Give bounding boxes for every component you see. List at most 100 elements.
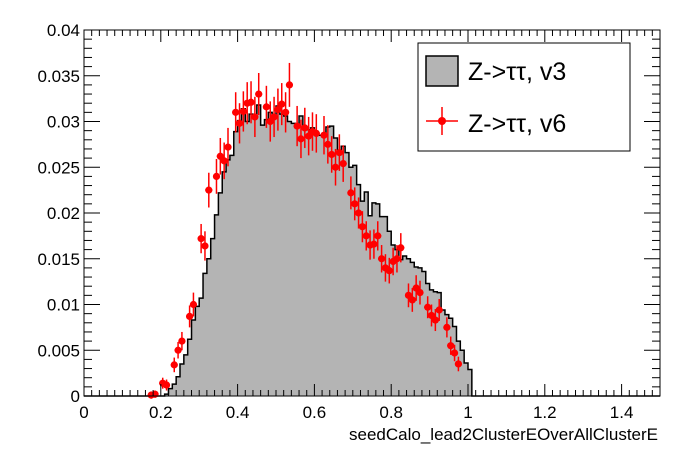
histogram-bar [314,131,319,396]
y-tick-label: 0.02 [47,204,80,223]
data-point [270,113,278,121]
histogram-bar [272,117,277,396]
data-point [447,342,455,350]
histogram-bar [164,394,169,396]
data-point [247,98,255,106]
y-tick-label: 0.015 [37,250,80,269]
y-tick-label: 0 [71,387,80,406]
histogram-bar [425,283,430,396]
x-tick-label: 0.4 [226,403,250,422]
histogram-bar [233,131,238,396]
data-point [351,200,359,208]
histogram-bar [387,231,392,396]
data-point [205,186,213,194]
data-point [362,232,370,240]
data-point [347,189,355,197]
histogram-bar [291,123,296,396]
x-tick-label: 0.8 [379,403,403,422]
histogram-bar [448,318,454,396]
data-point [339,159,347,168]
histogram-bar [180,363,185,396]
data-point [297,135,305,143]
histogram-bar [322,136,327,396]
y-tick-label: 0.04 [47,21,80,40]
histogram-bar [345,152,350,396]
x-tick-label: 0.2 [149,403,173,422]
data-point [435,306,443,314]
data-point [212,172,221,180]
data-point [151,390,159,398]
data-point [374,232,382,240]
data-point [358,223,366,231]
histogram-bar [421,271,427,396]
histogram-bar [222,171,227,396]
histogram-bar [218,192,223,396]
histogram-bar [329,126,334,396]
histogram-bar [295,125,300,396]
data-point [197,235,205,243]
histogram-bar [287,121,292,396]
data-point [354,209,363,217]
x-axis-title: seedCalo_lead2ClusterEOverAllClusterE [349,425,658,444]
histogram-bar [379,216,384,396]
histogram-bar [283,116,288,396]
histogram-bar [226,159,231,396]
x-tick-label: 0.6 [303,403,327,422]
histogram-bar [206,258,212,396]
data-point [397,244,405,252]
histogram-bar [279,114,285,397]
histogram-bar [252,118,258,396]
data-point [416,289,424,297]
histogram-bar [195,306,200,396]
data-point [262,103,270,111]
data-point [178,337,186,345]
histogram-bar [364,191,369,396]
data-point [378,255,386,263]
data-point [186,312,194,320]
data-point [301,124,309,132]
data-point [174,346,182,354]
histogram-bar [375,203,381,396]
data-point [393,255,401,263]
x-tick-label: 1 [463,403,472,422]
data-point [239,107,247,116]
y-axis: 0 0.005 0.01 0.015 0.02 0.025 0.03 0.035 0.04 [37,21,660,406]
data-point [232,108,240,116]
histogram-bar [406,258,411,396]
histogram-bar [372,202,377,396]
histogram-bar [341,146,346,396]
data-point [408,296,416,304]
histogram-bar [325,126,331,397]
histogram-bar [241,108,246,396]
histogram-bar [214,214,219,396]
legend-label-v6: Z->ττ, v6 [468,110,566,138]
data-point [324,140,332,148]
data-point [285,81,294,89]
histogram-bar [176,376,181,396]
legend-swatch-v3 [425,55,459,87]
histogram-bar [410,262,415,396]
histogram-bar [249,114,254,397]
x-axis: 0 0.2 0.4 0.6 0.8 1 1.2 1.4 [79,30,661,422]
histogram-bar [398,259,404,396]
histogram-bar [395,249,400,396]
data-point [385,267,393,275]
data-point [282,108,290,116]
histogram-bar [433,291,438,396]
histogram-bar [203,273,208,396]
histogram-bar [260,125,265,396]
data-point [224,143,232,151]
histogram-bar [210,238,215,396]
histogram-bar [391,245,396,396]
y-tick-label: 0.005 [37,341,80,360]
y-tick-label: 0.035 [37,67,80,86]
histogram-bar [268,112,273,396]
histogram-bar [337,154,342,396]
histogram-bar [444,314,450,396]
histogram-bar [352,165,358,396]
y-tick-label: 0.025 [37,158,80,177]
data-point [162,381,171,389]
data-points-layer [147,62,462,399]
histogram-bar [437,292,442,396]
y-tick-label: 0.03 [47,113,80,132]
